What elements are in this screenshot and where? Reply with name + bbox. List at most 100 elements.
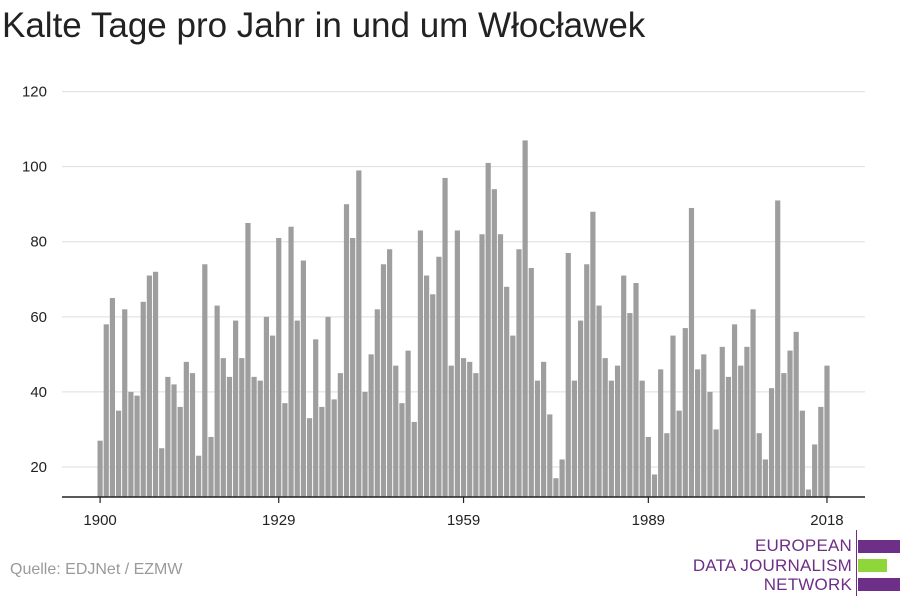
logo-bar-top xyxy=(858,540,900,553)
bar xyxy=(442,177,448,497)
bar xyxy=(504,286,510,497)
bar xyxy=(602,358,608,497)
bar xyxy=(559,459,565,497)
bar xyxy=(676,410,682,497)
bar xyxy=(306,418,313,497)
bar xyxy=(639,380,645,497)
bar xyxy=(467,361,473,497)
bar xyxy=(331,399,337,497)
bar xyxy=(731,324,738,497)
bar xyxy=(584,264,590,497)
bar xyxy=(590,211,596,498)
bar xyxy=(670,335,676,497)
bar xyxy=(103,324,109,497)
bar xyxy=(781,373,787,497)
bar xyxy=(436,256,442,497)
bar xyxy=(719,346,725,497)
bar xyxy=(288,226,294,497)
bar xyxy=(263,316,270,497)
bar xyxy=(282,403,288,497)
logo-line-1: EUROPEAN xyxy=(754,536,852,555)
x-tick-label: 1959 xyxy=(447,512,480,529)
bar xyxy=(651,474,658,497)
bar xyxy=(818,406,824,497)
bar xyxy=(812,444,818,497)
bar xyxy=(325,316,331,497)
y-tick-label: 120 xyxy=(22,84,47,101)
bar xyxy=(350,237,356,497)
bar xyxy=(497,234,504,498)
bar xyxy=(510,335,516,497)
bar xyxy=(750,309,756,497)
bar xyxy=(115,410,122,497)
bar xyxy=(374,309,380,497)
bar xyxy=(417,230,424,497)
bar xyxy=(824,365,830,497)
bar xyxy=(152,271,159,497)
bar xyxy=(423,275,430,497)
logo-divider xyxy=(856,530,857,596)
bar xyxy=(713,429,719,497)
y-tick-label: 80 xyxy=(30,234,47,251)
bar xyxy=(140,301,146,497)
bar xyxy=(214,305,220,497)
bar xyxy=(621,275,627,497)
bar xyxy=(664,433,670,497)
y-tick-label: 60 xyxy=(30,309,47,326)
bar xyxy=(245,222,251,498)
bar xyxy=(522,140,528,498)
bar xyxy=(337,373,343,497)
bar xyxy=(738,365,744,497)
bar xyxy=(627,313,633,497)
bar xyxy=(725,376,732,497)
bar xyxy=(171,384,177,497)
bar xyxy=(633,283,639,497)
bar xyxy=(473,373,479,497)
bar xyxy=(775,200,781,498)
bar xyxy=(356,170,362,497)
bar xyxy=(799,410,805,497)
bar xyxy=(547,414,553,497)
bar xyxy=(460,358,467,497)
bar xyxy=(768,388,775,497)
bar xyxy=(319,406,325,497)
y-tick-label: 40 xyxy=(30,384,47,401)
bar xyxy=(362,391,368,497)
bar xyxy=(226,376,233,497)
bar xyxy=(159,448,165,497)
bar xyxy=(128,391,134,497)
bar xyxy=(393,365,399,497)
bar xyxy=(787,350,793,497)
x-tick-label: 1900 xyxy=(83,512,116,529)
y-tick-label: 20 xyxy=(30,459,47,476)
edjnet-logo: EUROPEAN DATA JOURNALISM NETWORK xyxy=(693,530,900,596)
bar xyxy=(343,204,350,497)
bar xyxy=(596,305,602,497)
bar xyxy=(399,403,405,497)
bar xyxy=(233,320,239,497)
bar xyxy=(571,380,578,497)
bar xyxy=(239,358,245,497)
bar xyxy=(645,436,651,497)
bar xyxy=(368,354,374,497)
bar xyxy=(682,328,688,497)
logo-line-2: DATA JOURNALISM xyxy=(692,555,852,575)
bar xyxy=(793,331,799,497)
bar xyxy=(707,391,713,497)
bar xyxy=(701,354,707,497)
logo-bar-middle xyxy=(858,559,887,572)
bar xyxy=(97,440,103,497)
bar xyxy=(805,489,812,497)
bar xyxy=(146,275,152,497)
bar xyxy=(479,234,485,498)
bar xyxy=(541,361,547,497)
bar xyxy=(448,365,454,497)
bar xyxy=(387,249,393,497)
bar xyxy=(177,406,183,497)
bar xyxy=(756,433,762,497)
bar xyxy=(189,373,196,497)
bar xyxy=(276,237,282,497)
bar xyxy=(553,478,559,497)
source-note: Quelle: EDJNet / EZMW xyxy=(10,561,183,578)
bar xyxy=(454,230,460,497)
